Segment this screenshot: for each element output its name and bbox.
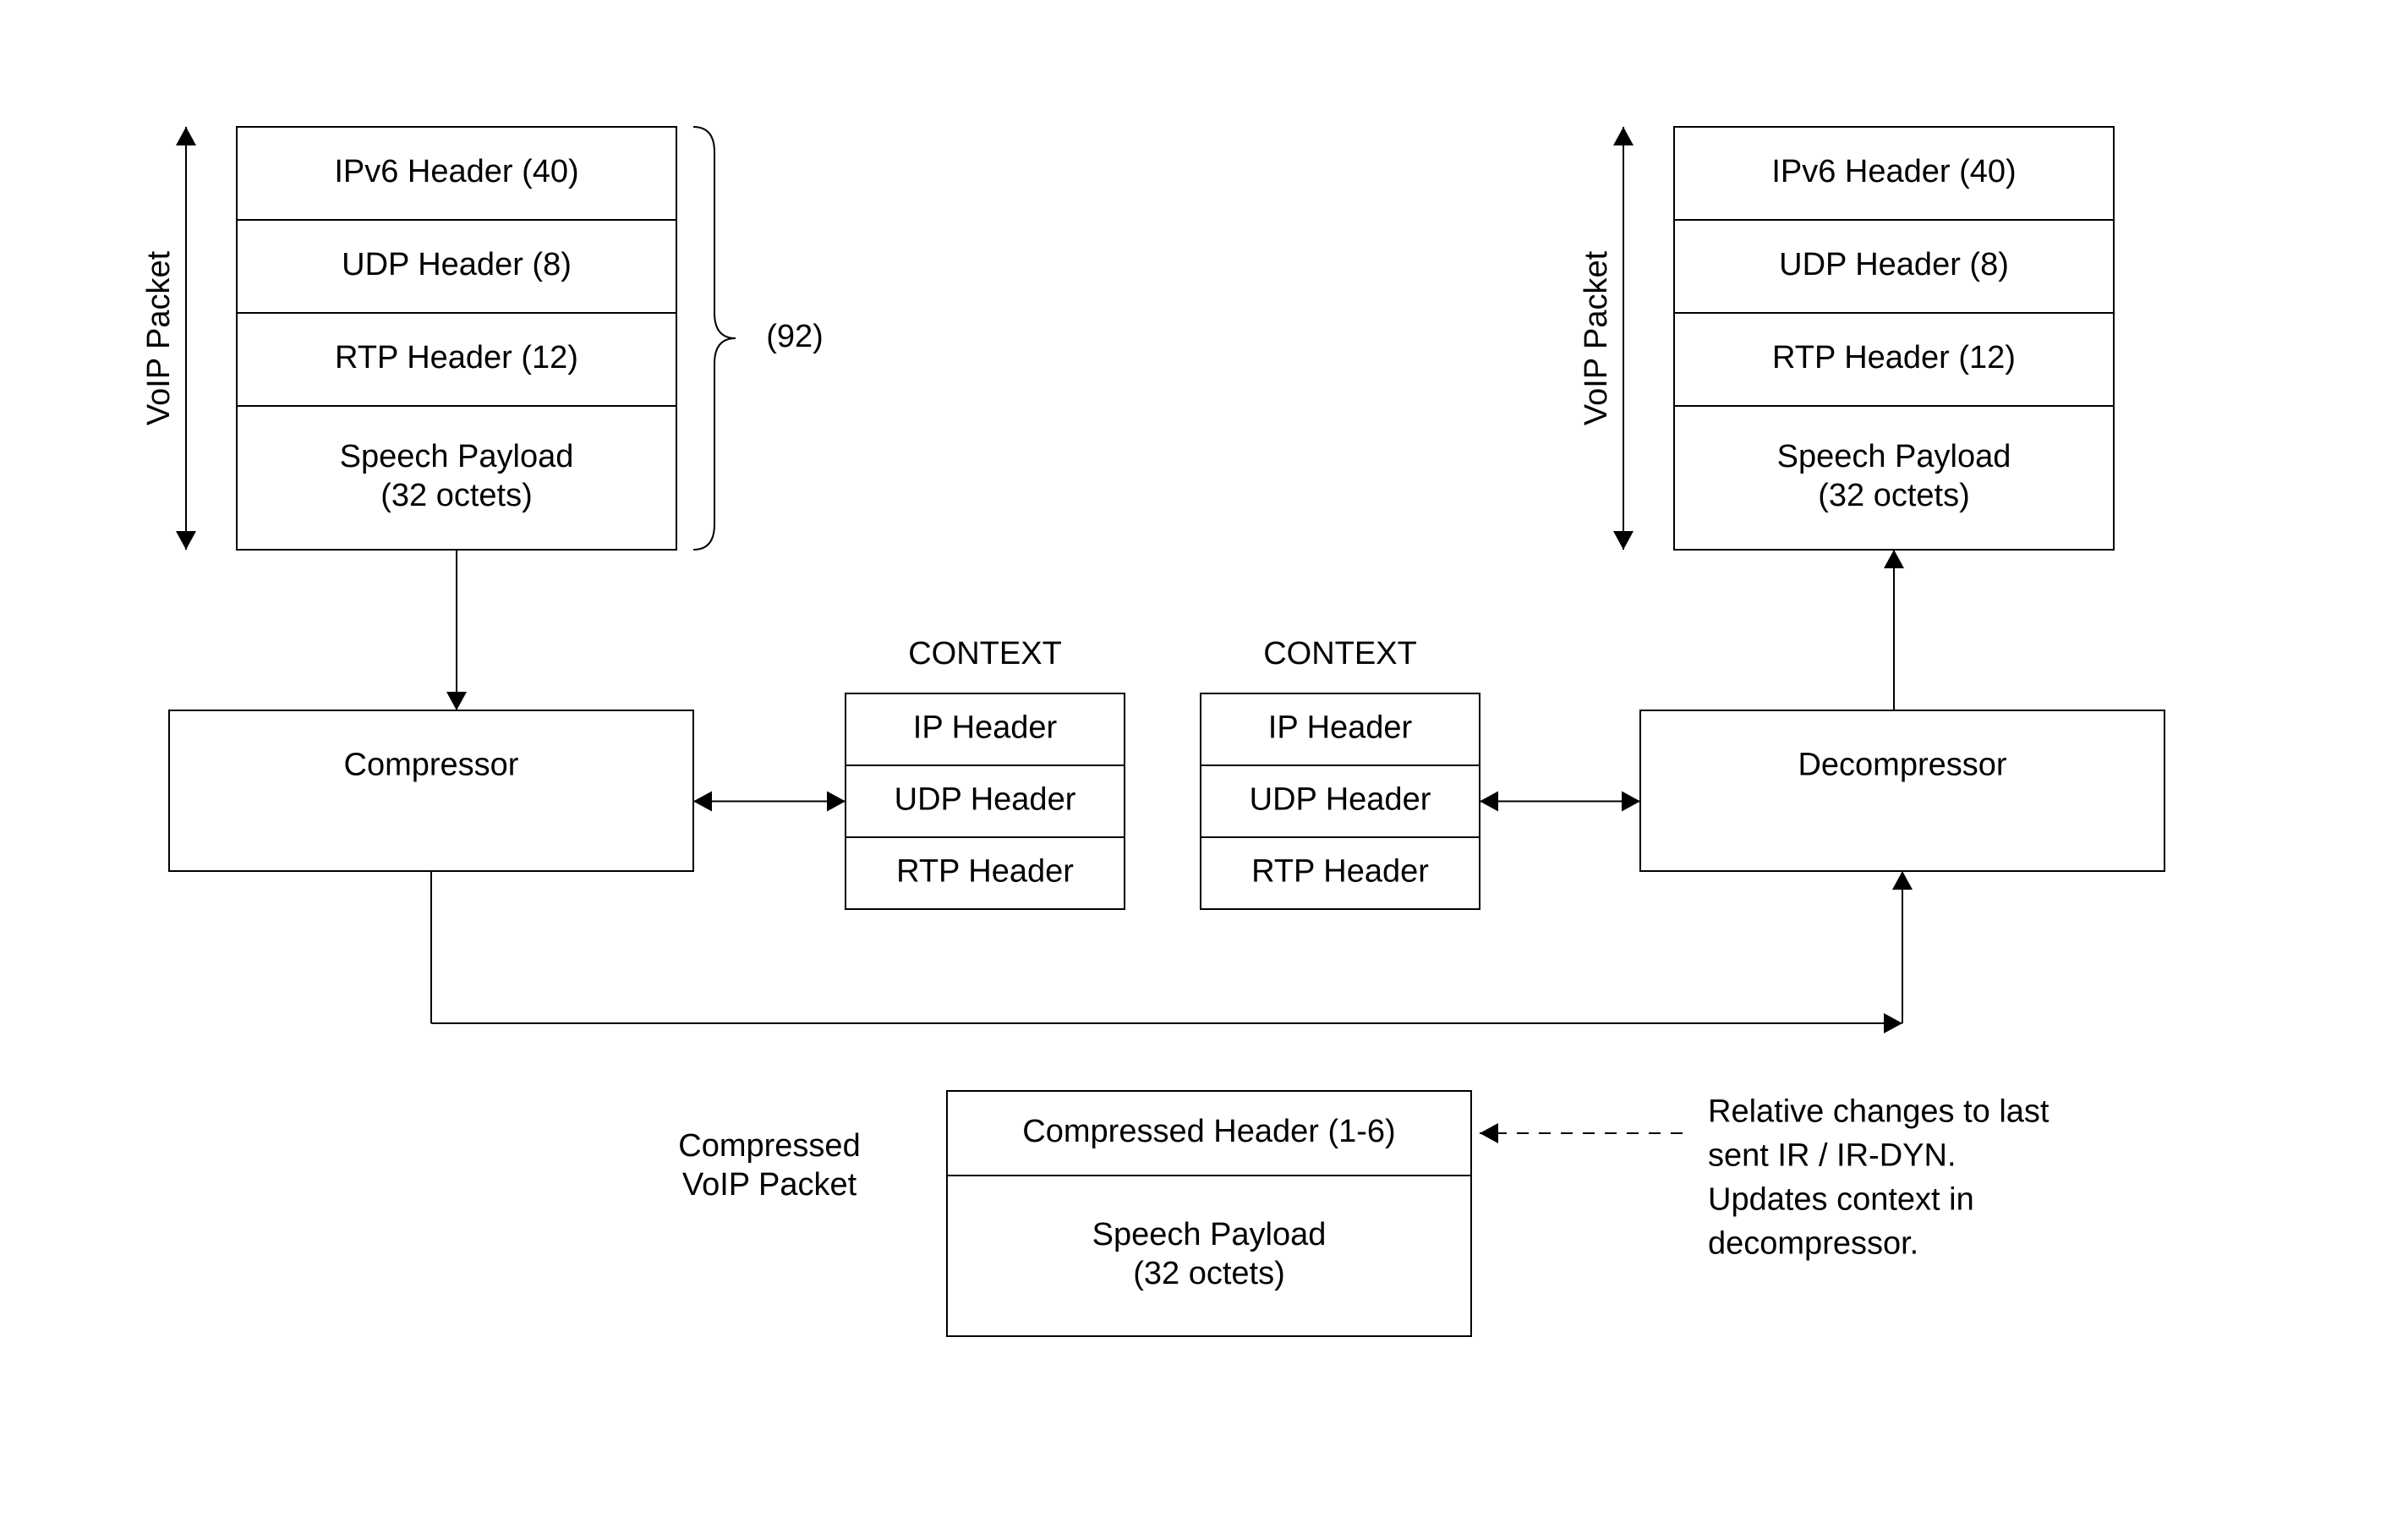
- svg-text:Decompressor: Decompressor: [1798, 748, 2006, 783]
- context-left: CONTEXT IP Header UDP Header RTP Header: [846, 636, 1125, 909]
- svg-text:RTP Header (12): RTP Header (12): [335, 340, 578, 375]
- context-right: CONTEXT IP Header UDP Header RTP Header: [1201, 636, 1480, 909]
- svg-text:(32 octets): (32 octets): [1133, 1256, 1285, 1291]
- brace: [693, 127, 736, 550]
- svg-text:CONTEXT: CONTEXT: [1263, 636, 1417, 671]
- svg-text:Compressor: Compressor: [344, 748, 519, 783]
- svg-text:(92): (92): [766, 319, 824, 354]
- svg-text:Speech Payload: Speech Payload: [340, 439, 574, 474]
- svg-text:IPv6 Header (40): IPv6 Header (40): [1771, 154, 2016, 189]
- left-voip-packet: IPv6 Header (40) UDP Header (8) RTP Header…: [141, 127, 824, 550]
- svg-text:sent IR / IR-DYN.: sent IR / IR-DYN.: [1708, 1137, 1956, 1173]
- svg-text:(32 octets): (32 octets): [380, 478, 533, 513]
- svg-text:IP Header: IP Header: [1268, 710, 1413, 746]
- compressed-voip-packet: Compressed Header (1-6) Speech Payload (32…: [678, 1091, 1471, 1336]
- svg-text:IP Header: IP Header: [913, 710, 1058, 746]
- right-voip-packet-vertical-label: VoIP Packet: [1579, 250, 1614, 425]
- svg-text:UDP Header: UDP Header: [1250, 782, 1431, 818]
- left-voip-packet-vertical-label: VoIP Packet: [141, 250, 177, 425]
- svg-text:IPv6 Header (40): IPv6 Header (40): [334, 154, 578, 189]
- svg-text:UDP Header (8): UDP Header (8): [1779, 247, 2009, 282]
- svg-text:Speech Payload: Speech Payload: [1092, 1217, 1327, 1252]
- compressor-block: Compressor: [169, 710, 693, 871]
- svg-text:Compressed: Compressed: [678, 1128, 860, 1164]
- svg-text:Speech Payload: Speech Payload: [1777, 439, 2011, 474]
- svg-text:RTP Header (12): RTP Header (12): [1772, 340, 2016, 375]
- svg-text:Relative changes to last: Relative changes to last: [1708, 1093, 2050, 1129]
- svg-text:Compressed Header (1-6): Compressed Header (1-6): [1022, 1114, 1395, 1149]
- svg-text:(32 octets): (32 octets): [1818, 478, 1970, 513]
- decompressor-block: Decompressor: [1640, 710, 2164, 871]
- svg-text:UDP Header (8): UDP Header (8): [342, 247, 572, 282]
- svg-text:VoIP Packet: VoIP Packet: [682, 1167, 857, 1203]
- svg-text:RTP Header: RTP Header: [896, 854, 1074, 890]
- svg-text:Updates context in: Updates context in: [1708, 1181, 1974, 1217]
- svg-text:decompressor.: decompressor.: [1708, 1225, 1918, 1261]
- svg-text:RTP Header: RTP Header: [1251, 854, 1429, 890]
- svg-text:CONTEXT: CONTEXT: [908, 636, 1062, 671]
- svg-text:UDP Header: UDP Header: [895, 782, 1076, 818]
- right-voip-packet: IPv6 Header (40) UDP Header (8) RTP Header…: [1579, 127, 2114, 550]
- note-text: Relative changes to last sent IR / IR-DYN…: [1708, 1093, 2050, 1261]
